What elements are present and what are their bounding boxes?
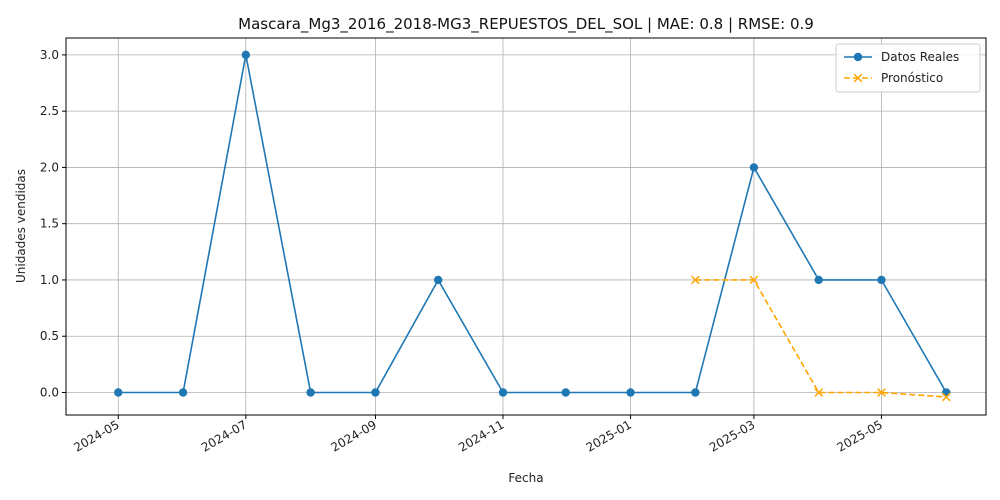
- x-tick-label: 2025-03: [707, 417, 757, 454]
- data-point: [941, 392, 951, 402]
- legend-label: Pronóstico: [881, 71, 943, 85]
- data-point: [691, 388, 700, 397]
- legend-marker: [853, 52, 863, 62]
- legend: Datos Reales Pronóstico: [835, 43, 981, 93]
- data-point: [942, 388, 951, 397]
- x-tick-label: 2025-01: [584, 417, 634, 454]
- y-tick-label: 0.0: [40, 385, 59, 399]
- data-point: [561, 388, 570, 397]
- chart-title: Mascara_Mg3_2016_2018-MG3_REPUESTOS_DEL_…: [238, 15, 814, 34]
- legend-label: Datos Reales: [881, 50, 959, 64]
- y-axis-label: Unidades vendidas: [14, 169, 28, 283]
- y-tick-label: 1.5: [40, 217, 59, 231]
- legend-item: Pronóstico: [844, 71, 943, 85]
- data-point: [749, 275, 759, 285]
- plot-area-frame: [65, 37, 987, 416]
- data-point: [626, 388, 635, 397]
- data-point: [433, 275, 443, 285]
- data-point: [114, 388, 123, 397]
- series-pronostico: [691, 275, 951, 402]
- data-point: [749, 163, 759, 172]
- x-axis-label: Fecha: [508, 471, 543, 485]
- x-tick-label: 2024-09: [329, 417, 379, 454]
- data-point: [178, 388, 188, 397]
- x-axis-ticks: 2024-05 2024-07 2024-09 2024-11 2025-01 2025-…: [71, 415, 885, 455]
- data-point: [241, 50, 251, 60]
- data-point: [498, 388, 508, 397]
- y-tick-label: 2.5: [40, 104, 59, 118]
- x-tick-label: 2024-11: [456, 417, 506, 454]
- series-line: [118, 54, 947, 394]
- y-tick-label: 2.0: [40, 160, 59, 174]
- series-line: [695, 279, 947, 398]
- y-tick-label: 0.5: [40, 329, 59, 343]
- y-tick-label: 3.0: [40, 48, 59, 62]
- data-point: [814, 388, 824, 397]
- legend-marker: [853, 73, 863, 83]
- y-tick-label: 1.0: [40, 273, 59, 287]
- data-point: [306, 388, 315, 397]
- data-point: [814, 275, 823, 285]
- x-tick-label: 2025-05: [835, 417, 885, 454]
- x-tick-label: 2024-07: [199, 417, 249, 454]
- y-axis-ticks: 0.0 0.5 1.0 1.5 2.0 2.5 3.0: [40, 48, 66, 399]
- legend-item: Datos Reales: [844, 50, 959, 64]
- legend-box: [835, 43, 981, 93]
- data-point: [691, 275, 700, 285]
- data-point: [371, 388, 380, 397]
- data-point: [877, 275, 886, 285]
- series-layer: [114, 50, 951, 402]
- x-tick-label: 2024-05: [71, 417, 121, 454]
- data-point: [877, 388, 886, 397]
- grid: [66, 38, 986, 415]
- series-datos-reales: [114, 50, 951, 397]
